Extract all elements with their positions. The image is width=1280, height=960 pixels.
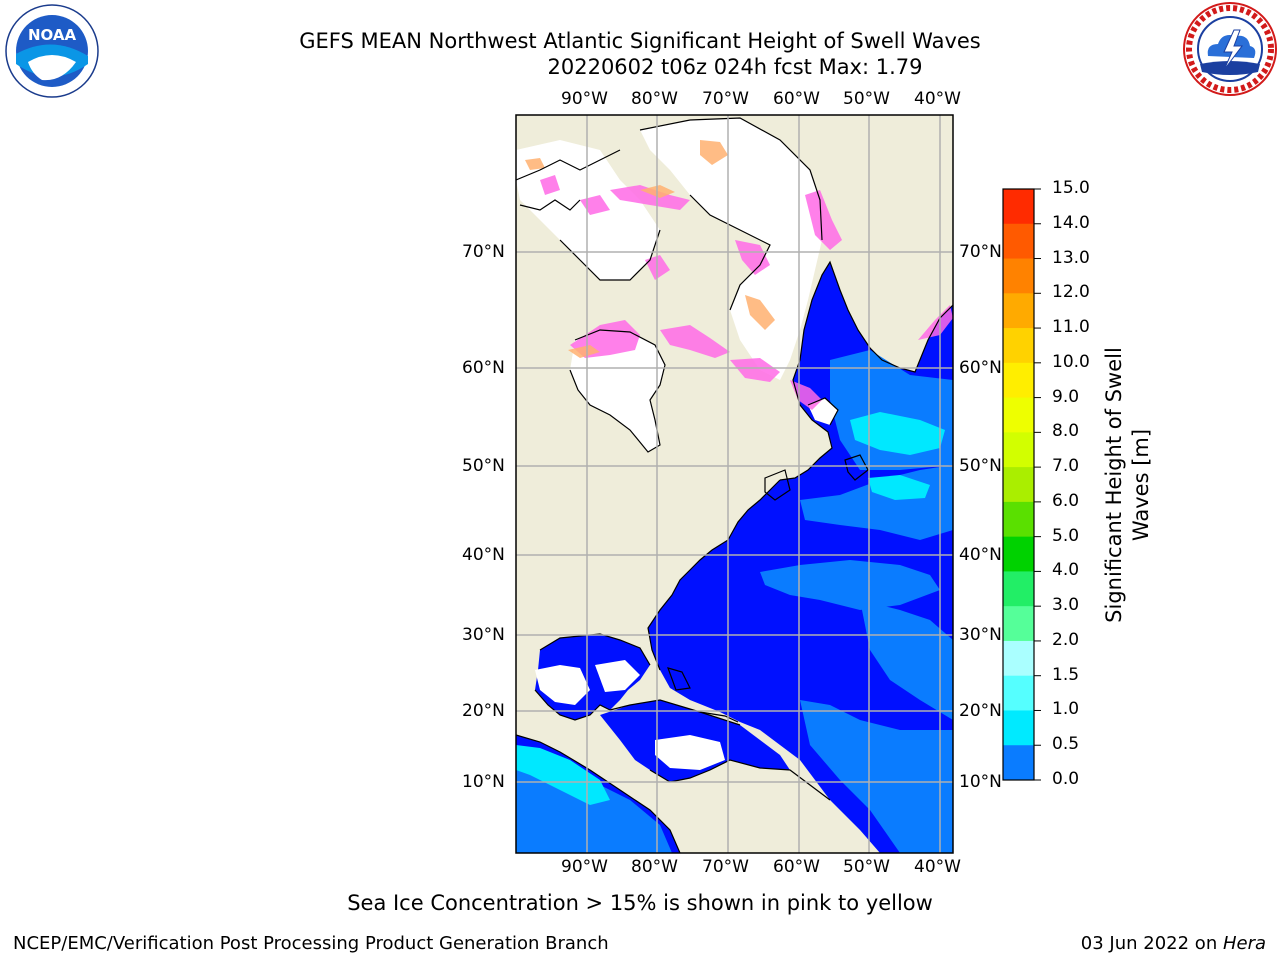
lat-label-left-10n: 10°N: [462, 772, 505, 792]
nws-logo: [1180, 0, 1280, 100]
colorbar-tick-label: 3.0: [1052, 595, 1080, 616]
lon-label-bottom-80w: 80°W: [631, 857, 678, 877]
swell-band-4: [800, 700, 953, 853]
gulf-interior: [535, 665, 590, 705]
map-grid: [516, 115, 953, 853]
lon-label-bottom-60w: 60°W: [773, 857, 820, 877]
noaa-logo: NOAA: [2, 4, 102, 99]
colorbar-tick-label: 5.0: [1052, 525, 1080, 546]
hudson-bay: [570, 330, 665, 452]
colorbar-segment: [1003, 223, 1034, 260]
colorbar-segment: [1003, 501, 1034, 538]
lat-label-right-70n: 70°N: [959, 242, 1002, 262]
sea-ice-note: Sea Ice Concentration > 15% is shown in …: [347, 891, 933, 915]
colorbar-segment: [1003, 640, 1034, 677]
lat-label-left-40n: 40°N: [462, 545, 505, 565]
colorbar-tick-label: 1.5: [1052, 664, 1080, 685]
lon-label-top-50w: 50°W: [843, 89, 890, 109]
lon-label-top-60w: 60°W: [773, 89, 820, 109]
colorbar-tick-label: 13.0: [1052, 247, 1090, 268]
lat-label-right-40n: 40°N: [959, 545, 1002, 565]
colorbar-tick-label: 2.0: [1052, 629, 1080, 650]
swell-high-2: [868, 475, 930, 500]
lon-label-top-70w: 70°W: [702, 89, 749, 109]
gulf-interior-2: [595, 660, 640, 692]
colorbar-segment: [1003, 362, 1034, 399]
lon-label-top-80w: 80°W: [631, 89, 678, 109]
footer-date: 03 Jun 2022 on Hera: [1081, 933, 1266, 954]
lon-label-bottom-90w: 90°W: [561, 857, 608, 877]
colorbar: [1003, 188, 1041, 781]
colorbar-frame: [1002, 188, 1035, 781]
swell-band-1: [760, 560, 940, 610]
lon-label-top-90w: 90°W: [561, 89, 608, 109]
lon-label-top-40w: 40°W: [914, 89, 961, 109]
lat-label-left-60n: 60°N: [462, 358, 505, 378]
map-area: [516, 115, 953, 853]
lon-label-bottom-70w: 70°W: [702, 857, 749, 877]
colorbar-tick-label: 12.0: [1052, 282, 1090, 303]
footer-host: Hera: [1222, 933, 1266, 954]
colorbar-label: Significant Height of Swell Waves [m]: [1102, 347, 1153, 623]
colorbar-segment: [1003, 258, 1034, 294]
baffin-bay: [640, 118, 822, 380]
lat-label-left-50n: 50°N: [462, 456, 505, 476]
colorbar-tick-label: 0.5: [1052, 734, 1080, 755]
lat-label-left-70n: 70°N: [462, 242, 505, 262]
colorbar-tick-label: 15.0: [1052, 178, 1090, 198]
lon-label-bottom-40w: 40°W: [914, 857, 961, 877]
colorbar-tick-label: 4.0: [1052, 560, 1080, 581]
noaa-logo-text: NOAA: [28, 26, 77, 44]
colorbar-tick-label: 6.0: [1052, 490, 1080, 511]
lon-label-bottom-50w: 50°W: [843, 857, 890, 877]
caribbean-interior: [655, 735, 725, 770]
colorbar-tick-label: 11.0: [1052, 317, 1090, 338]
lat-label-right-10n: 10°N: [959, 772, 1002, 792]
lat-label-right-20n: 20°N: [959, 701, 1002, 721]
colorbar-tick-label: 1.0: [1052, 699, 1080, 720]
lat-label-right-60n: 60°N: [959, 358, 1002, 378]
colorbar-segment: [1003, 571, 1034, 607]
lat-label-right-30n: 30°N: [959, 625, 1002, 645]
colorbar-segment: [1003, 293, 1034, 329]
colorbar-tick-label: 7.0: [1052, 456, 1080, 477]
lat-label-right-50n: 50°N: [959, 456, 1002, 476]
chart-subtitle: 20220602 t06z 024h fcst Max: 1.79: [547, 55, 923, 79]
colorbar-tick-label: 10.0: [1052, 351, 1090, 372]
colorbar-tick-label: 9.0: [1052, 386, 1080, 407]
colorbar-segment: [1003, 536, 1034, 572]
swell-band-5: [860, 600, 953, 720]
footer-date-text: 03 Jun 2022 on: [1080, 933, 1223, 954]
colorbar-segment: [1003, 189, 1034, 225]
lat-label-left-30n: 30°N: [462, 625, 505, 645]
colorbar-tick-label: 0.0: [1052, 769, 1080, 789]
colorbar-segment: [1003, 328, 1034, 364]
colorbar-segment: [1003, 745, 1034, 781]
colorbar-tick-label: 8.0: [1052, 421, 1080, 442]
colorbar-tick-label: 14.0: [1052, 212, 1090, 233]
map-frame: [515, 114, 954, 854]
footer-producer: NCEP/EMC/Verification Post Processing Pr…: [13, 933, 609, 954]
lat-label-left-20n: 20°N: [462, 701, 505, 721]
swell-high-1: [850, 412, 945, 455]
colorbar-segment: [1003, 432, 1034, 468]
colorbar-segment: [1003, 710, 1034, 746]
colorbar-segment: [1003, 606, 1034, 642]
colorbar-segment: [1003, 467, 1034, 503]
colorbar-segment: [1003, 397, 1034, 433]
colorbar-segment: [1003, 675, 1034, 711]
chart-title: GEFS MEAN Northwest Atlantic Significant…: [299, 29, 981, 53]
